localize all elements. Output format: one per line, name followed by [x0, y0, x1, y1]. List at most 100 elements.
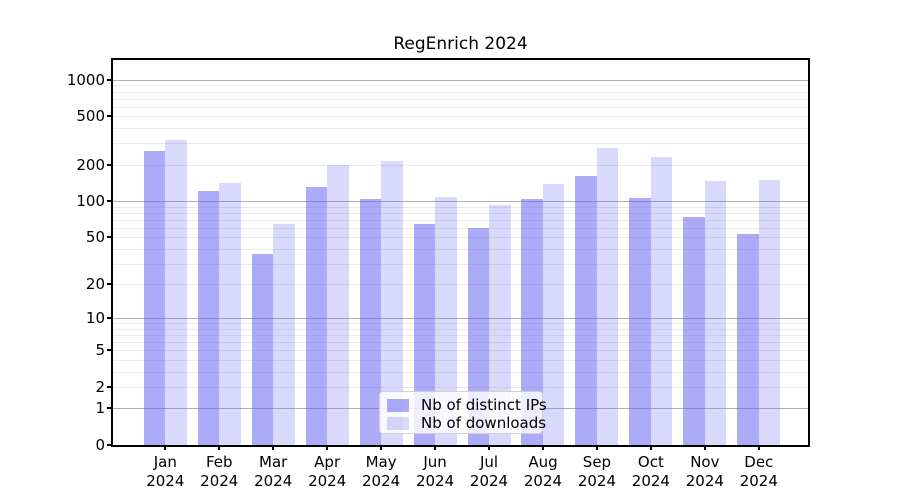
bar-nb-of-distinct-ips — [575, 176, 597, 445]
y-tick — [107, 317, 113, 320]
y-tick-label: 5 — [95, 341, 105, 360]
bar-nb-of-distinct-ips — [683, 216, 705, 445]
plot-spine-left — [111, 58, 113, 447]
x-tick-month: Apr — [314, 453, 341, 471]
y-tick — [107, 407, 113, 410]
gridline-minor — [113, 342, 808, 344]
bar-nb-of-downloads — [381, 160, 403, 445]
chart-title: RegEnrich 2024 — [393, 34, 528, 54]
bar-nb-of-downloads — [542, 184, 565, 445]
gridline-minor — [113, 91, 808, 93]
x-tick-year: 2024 — [631, 472, 670, 490]
x-tick-month: Jan — [153, 453, 177, 471]
plot-spine-bottom — [111, 445, 810, 447]
y-tick — [107, 385, 113, 388]
y-tick-label: 1000 — [66, 70, 105, 89]
legend-label: Nb of downloads — [421, 414, 547, 432]
gridline-minor — [113, 263, 808, 265]
bar-nb-of-distinct-ips — [197, 190, 220, 445]
bar-nb-of-downloads — [435, 197, 457, 445]
gridline-minor — [113, 350, 808, 352]
gridline-minor — [113, 98, 808, 100]
gridline-minor — [113, 237, 808, 239]
x-tick — [595, 445, 598, 450]
legend-swatch-nb-of-distinct-ips — [387, 399, 409, 412]
x-tick-month: Aug — [528, 453, 558, 471]
gridline-major — [113, 201, 808, 203]
y-tick-label: 10 — [85, 309, 105, 328]
x-tick-year: 2024 — [577, 472, 617, 490]
gridline-minor — [113, 164, 808, 166]
bar-nb-of-distinct-ips — [305, 187, 328, 445]
gridline-minor — [113, 106, 808, 108]
bar-nb-of-downloads — [650, 156, 673, 445]
bar-nb-of-distinct-ips — [629, 197, 651, 445]
gridline-minor — [113, 323, 808, 325]
x-tick-label: May 2024 — [349, 453, 413, 491]
y-tick — [107, 283, 113, 286]
y-tick — [107, 236, 113, 239]
gridline-minor — [113, 143, 808, 145]
gridline-minor — [113, 248, 808, 250]
x-tick — [703, 445, 706, 450]
x-tick-label: Jul 2024 — [457, 453, 521, 491]
x-tick-year: 2024 — [469, 472, 509, 490]
bar-nb-of-distinct-ips — [413, 223, 436, 445]
bar-nb-of-distinct-ips — [143, 150, 166, 445]
y-tick-label: 500 — [76, 107, 105, 126]
bar-nb-of-downloads — [273, 224, 295, 445]
x-tick — [380, 445, 383, 450]
bar-nb-of-distinct-ips — [737, 234, 759, 445]
x-tick-month: Jul — [479, 453, 499, 471]
gridline-minor — [113, 386, 808, 388]
bar-nb-of-distinct-ips — [521, 199, 543, 445]
x-tick — [488, 445, 491, 450]
gridline-minor — [113, 212, 808, 214]
legend-item: Nb of downloads — [387, 415, 546, 432]
x-tick-month: Nov — [690, 453, 720, 471]
y-tick-label: 2 — [95, 377, 105, 396]
x-tick — [164, 445, 167, 450]
bar-nb-of-distinct-ips — [467, 227, 490, 445]
x-tick — [326, 445, 329, 450]
y-tick — [107, 200, 113, 203]
y-tick — [107, 163, 113, 166]
x-tick-month: Jun — [423, 453, 447, 471]
y-tick-label: 100 — [76, 192, 105, 211]
x-tick-year: 2024 — [308, 472, 347, 490]
gridline-minor — [113, 328, 808, 330]
bar-nb-of-downloads — [596, 147, 619, 445]
x-tick-label: Nov 2024 — [673, 453, 737, 491]
plot-spine-right — [808, 58, 810, 447]
x-tick-label: Oct 2024 — [619, 453, 683, 491]
x-tick-label: Apr 2024 — [295, 453, 359, 491]
x-tick-month: May — [365, 453, 397, 471]
legend-swatch-nb-of-downloads — [387, 417, 409, 430]
bar-nb-of-distinct-ips — [251, 254, 274, 445]
x-tick-label: Aug 2024 — [511, 453, 575, 491]
x-tick — [272, 445, 275, 450]
gridline-minor — [113, 116, 808, 118]
gridline-minor — [113, 335, 808, 337]
x-tick-month: Mar — [259, 453, 288, 471]
gridline-minor — [113, 284, 808, 286]
gridline-minor — [113, 219, 808, 221]
x-tick-label: Sep 2024 — [565, 453, 629, 491]
legend-item: Nb of distinct IPs — [387, 397, 547, 414]
gridline-minor — [113, 227, 808, 229]
y-tick-label: 50 — [85, 228, 105, 247]
gridline-major — [113, 318, 808, 320]
legend: Nb of distinct IPs Nb of downloads — [379, 391, 547, 434]
bar-nb-of-downloads — [219, 183, 241, 445]
bar-nb-of-distinct-ips — [359, 199, 382, 445]
x-tick — [434, 445, 437, 450]
plot-spine-top — [111, 58, 810, 60]
bar-nb-of-downloads — [704, 180, 727, 445]
gridline-minor — [113, 371, 808, 373]
bar-nb-of-downloads — [489, 204, 511, 445]
x-tick-month: Oct — [637, 453, 664, 471]
bar-nb-of-downloads — [327, 164, 349, 445]
y-tick-label: 0 — [95, 436, 105, 454]
x-tick-month: Dec — [744, 453, 774, 471]
